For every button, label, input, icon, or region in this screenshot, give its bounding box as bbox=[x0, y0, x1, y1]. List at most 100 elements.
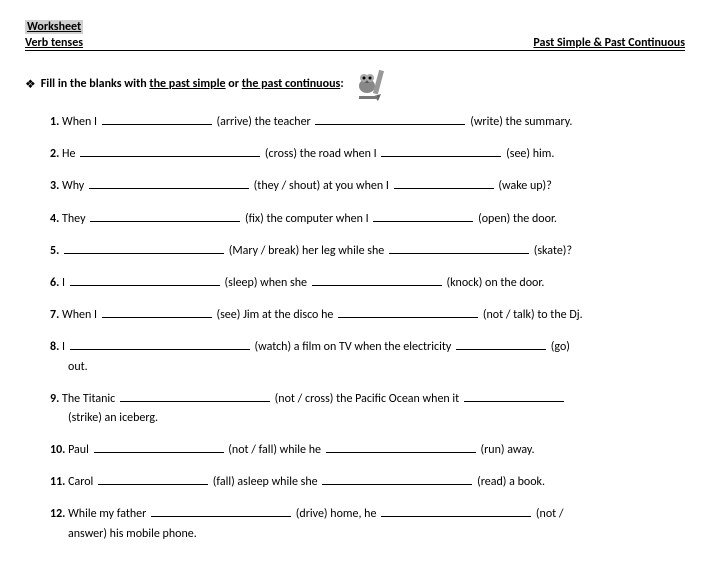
qnum: 12. bbox=[50, 507, 65, 521]
qnum: 11. bbox=[50, 475, 65, 489]
header-left: Verb tenses bbox=[25, 36, 83, 50]
qnum: 7. bbox=[50, 308, 59, 322]
text: out. bbox=[50, 358, 685, 377]
blank[interactable] bbox=[381, 504, 531, 517]
blank[interactable] bbox=[102, 112, 212, 125]
question-10: 10. Paul (not / fall) while he (run) awa… bbox=[50, 440, 685, 460]
text: (not / cross) the Pacific Ocean when it bbox=[275, 392, 460, 406]
worksheet-header: Worksheet Verb tenses Past Simple & Past… bbox=[25, 20, 685, 51]
text: I bbox=[62, 340, 65, 354]
text: They bbox=[62, 212, 85, 226]
text: (skate)? bbox=[534, 244, 572, 258]
questions-list: 1. When I (arrive) the teacher (write) t… bbox=[25, 112, 685, 544]
header-right: Past Simple & Past Continuous bbox=[533, 36, 685, 50]
text: (not / talk) to the Dj. bbox=[483, 308, 583, 322]
question-12: 12. While my father (drive) home, he (no… bbox=[50, 504, 685, 543]
qnum: 5. bbox=[50, 244, 59, 258]
text: (fix) the computer when I bbox=[245, 212, 369, 226]
question-7: 7. When I (see) Jim at the disco he (not… bbox=[50, 305, 685, 325]
text: (sleep) when she bbox=[224, 276, 307, 290]
question-9: 9. The Titanic (not / cross) the Pacific… bbox=[50, 389, 685, 428]
text: While my father bbox=[68, 507, 146, 521]
blank[interactable] bbox=[89, 176, 249, 189]
text: (write) the summary. bbox=[470, 115, 572, 129]
instruction-u2: the past continuous bbox=[242, 77, 341, 91]
text: (read) a book. bbox=[477, 475, 545, 489]
text: (run) away. bbox=[480, 443, 534, 457]
text: (arrive) the teacher bbox=[216, 115, 310, 129]
blank[interactable] bbox=[80, 144, 260, 157]
blank[interactable] bbox=[94, 440, 224, 453]
text: Why bbox=[62, 179, 84, 193]
question-11: 11. Carol (fall) asleep while she (read)… bbox=[50, 472, 685, 492]
blank[interactable] bbox=[70, 273, 220, 286]
text: (cross) the road when I bbox=[265, 147, 377, 161]
text: (watch) a film on TV when the electricit… bbox=[254, 340, 451, 354]
text: (not / bbox=[536, 507, 564, 521]
qnum: 9. bbox=[50, 392, 59, 406]
text: answer) his mobile phone. bbox=[50, 525, 685, 544]
blank[interactable] bbox=[70, 337, 250, 350]
qnum: 8. bbox=[50, 340, 59, 354]
blank[interactable] bbox=[389, 241, 529, 254]
text: (go) bbox=[551, 340, 570, 354]
text: I bbox=[62, 276, 65, 290]
question-8: 8. I (watch) a film on TV when the elect… bbox=[50, 337, 685, 376]
qnum: 1. bbox=[50, 115, 59, 129]
text: (not / fall) while he bbox=[228, 443, 321, 457]
blank[interactable] bbox=[373, 209, 473, 222]
instruction-text: Fill in the blanks with the past simple … bbox=[41, 77, 344, 91]
text: Carol bbox=[68, 475, 93, 489]
text: (open) the door. bbox=[478, 212, 557, 226]
text: The Titanic bbox=[62, 392, 115, 406]
blank[interactable] bbox=[381, 144, 501, 157]
qnum: 10. bbox=[50, 443, 65, 457]
question-1: 1. When I (arrive) the teacher (write) t… bbox=[50, 112, 685, 132]
blank[interactable] bbox=[326, 440, 476, 453]
text: (strike) an iceberg. bbox=[50, 409, 685, 428]
text: When I bbox=[62, 308, 97, 322]
text: (knock) on the door. bbox=[446, 276, 544, 290]
text: (wake up)? bbox=[498, 179, 551, 193]
diamond-bullet-icon: ❖ bbox=[25, 77, 36, 92]
question-4: 4. They (fix) the computer when I (open)… bbox=[50, 209, 685, 229]
blank[interactable] bbox=[90, 209, 240, 222]
blank[interactable] bbox=[64, 241, 224, 254]
question-3: 3. Why (they / shout) at you when I (wak… bbox=[50, 176, 685, 196]
text: (see) him. bbox=[506, 147, 554, 161]
qnum: 2. bbox=[50, 147, 59, 161]
blank[interactable] bbox=[102, 305, 212, 318]
blank[interactable] bbox=[394, 176, 494, 189]
blank[interactable] bbox=[338, 305, 478, 318]
owl-pencil-icon bbox=[354, 66, 394, 102]
page-title: Worksheet bbox=[25, 20, 83, 34]
instruction-pre: Fill in the blanks with bbox=[41, 77, 150, 91]
blank[interactable] bbox=[322, 472, 472, 485]
text: (see) Jim at the disco he bbox=[216, 308, 333, 322]
qnum: 6. bbox=[50, 276, 59, 290]
instruction-row: ❖ Fill in the blanks with the past simpl… bbox=[25, 66, 685, 102]
header-row: Verb tenses Past Simple & Past Continuou… bbox=[25, 36, 685, 51]
blank[interactable] bbox=[151, 504, 291, 517]
text: When I bbox=[62, 115, 97, 129]
blank[interactable] bbox=[98, 472, 208, 485]
blank[interactable] bbox=[464, 389, 564, 402]
instruction-mid: or bbox=[226, 77, 242, 91]
text: (fall) asleep while she bbox=[213, 475, 318, 489]
text: (they / shout) at you when I bbox=[254, 179, 389, 193]
blank[interactable] bbox=[312, 273, 442, 286]
blank[interactable] bbox=[315, 112, 465, 125]
question-2: 2. He (cross) the road when I (see) him. bbox=[50, 144, 685, 164]
blank[interactable] bbox=[120, 389, 270, 402]
instruction-post: : bbox=[340, 77, 343, 91]
text: (drive) home, he bbox=[296, 507, 377, 521]
text: He bbox=[62, 147, 75, 161]
question-6: 6. I (sleep) when she (knock) on the doo… bbox=[50, 273, 685, 293]
instruction-u1: the past simple bbox=[149, 77, 225, 91]
text: (Mary / break) her leg while she bbox=[229, 244, 385, 258]
blank[interactable] bbox=[456, 337, 546, 350]
text: Paul bbox=[68, 443, 89, 457]
qnum: 3. bbox=[50, 179, 59, 193]
question-5: 5. (Mary / break) her leg while she (ska… bbox=[50, 241, 685, 261]
qnum: 4. bbox=[50, 212, 59, 226]
